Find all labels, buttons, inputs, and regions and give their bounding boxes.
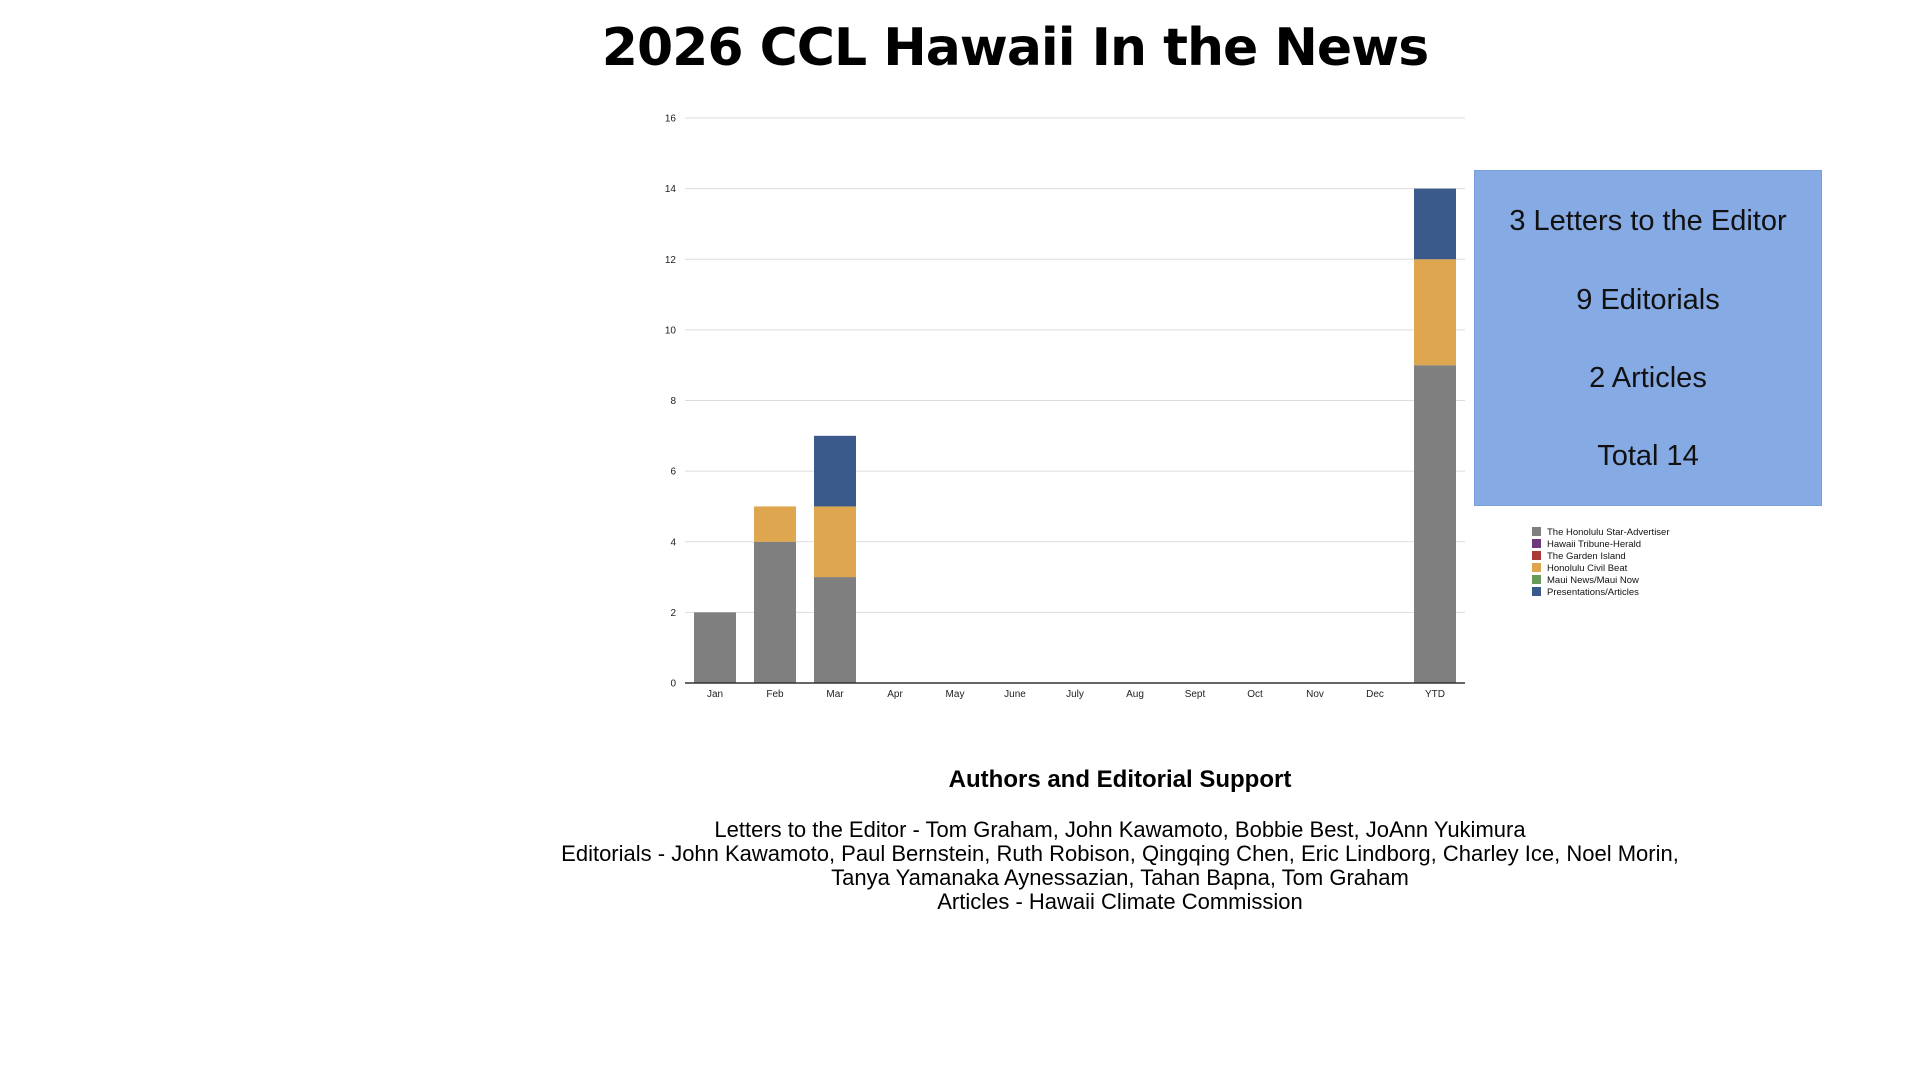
legend-swatch [1532,563,1541,572]
summary-editorials: 9 Editorials [1576,284,1720,316]
authors-heading: Authors and Editorial Support [948,766,1292,793]
y-tick-label: 10 [665,325,677,336]
legend-item: The Garden Island [1532,551,1670,563]
legend-swatch [1532,527,1541,536]
x-tick-label: Apr [887,689,903,700]
x-tick-label: June [1004,689,1026,700]
summary-articles: 2 Articles [1589,362,1707,394]
bar-segment [694,612,736,683]
bar-segment [754,506,796,542]
x-tick-label: May [946,689,965,700]
bar-segment [814,577,856,683]
x-tick-label: Jan [707,689,723,700]
y-tick-label: 0 [670,679,676,690]
legend-item: The Honolulu Star-Advertiser [1532,527,1670,539]
bar-segment [754,541,796,683]
x-tick-label: Feb [766,689,784,700]
chart-legend: The Honolulu Star-Advertiser Hawaii Tribu… [1532,527,1670,599]
x-tick-label: Nov [1306,689,1324,700]
authors-editorials-line-2: Tanya Yamanaka Aynessazian, Tahan Bapna,… [831,865,1409,890]
bar-segment [1414,259,1456,366]
legend-item: Maui News/Maui Now [1532,575,1670,587]
y-tick-label: 2 [670,608,676,619]
legend-item: Presentations/Articles [1532,587,1670,599]
legend-swatch [1532,551,1541,560]
legend-label: The Honolulu Star-Advertiser [1547,527,1670,538]
legend-label: Honolulu Civil Beat [1547,563,1628,574]
summary-box: 3 Letters to the Editor 9 Editorials 2 A… [1474,170,1822,506]
legend-swatch [1532,587,1541,596]
legend-item: Hawaii Tribune-Herald [1532,539,1670,551]
summary-letters: 3 Letters to the Editor [1509,205,1787,237]
x-tick-label: Aug [1126,689,1144,700]
y-tick-label: 14 [665,184,677,195]
y-tick-label: 6 [670,467,676,478]
y-tick-label: 16 [665,114,677,125]
authors-articles-line: Articles - Hawaii Climate Commission [937,889,1303,914]
x-tick-label: Mar [826,689,844,700]
x-tick-label: Sept [1185,689,1206,700]
legend-label: The Garden Island [1547,551,1626,562]
y-tick-label: 8 [670,396,676,407]
legend-swatch [1532,575,1541,584]
bar-segment [814,506,856,578]
y-tick-label: 12 [665,255,677,266]
legend-label: Hawaii Tribune-Herald [1547,539,1641,550]
legend-label: Maui News/Maui Now [1547,575,1639,586]
legend-swatch [1532,539,1541,548]
x-tick-label: Dec [1366,689,1384,700]
bar-segment [1414,365,1456,683]
authors-letters-line: Letters to the Editor - Tom Graham, John… [714,817,1526,842]
bar-segment [814,435,856,507]
bar-segment [1414,188,1456,260]
authors-section: Authors and Editorial Support Letters to… [0,766,1920,914]
y-tick-label: 4 [670,537,676,548]
x-tick-label: YTD [1425,689,1445,700]
authors-editorials-line-1: Editorials - John Kawamoto, Paul Bernste… [561,841,1679,866]
x-tick-label: Oct [1247,689,1263,700]
legend-item: Honolulu Civil Beat [1532,563,1670,575]
page-title: 2026 CCL Hawaii In the News [601,18,1429,78]
x-tick-label: July [1066,689,1084,700]
summary-total: Total 14 [1597,440,1699,472]
legend-label: Presentations/Articles [1547,587,1639,598]
